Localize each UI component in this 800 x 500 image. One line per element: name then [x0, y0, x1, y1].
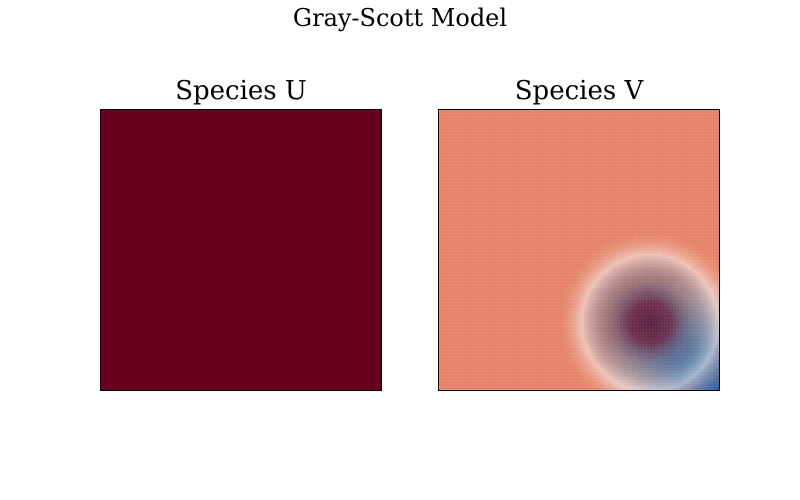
figure-title: Gray-Scott Model — [292, 4, 508, 32]
species-u-svg — [101, 110, 381, 390]
species-u-heatmap — [100, 109, 382, 391]
species-v-svg — [439, 110, 719, 390]
species-v-texture — [439, 110, 719, 390]
species-v-title: Species V — [514, 76, 644, 106]
species-u-title: Species U — [175, 76, 307, 106]
species-u-field — [101, 110, 381, 390]
species-v-heatmap — [438, 109, 720, 391]
